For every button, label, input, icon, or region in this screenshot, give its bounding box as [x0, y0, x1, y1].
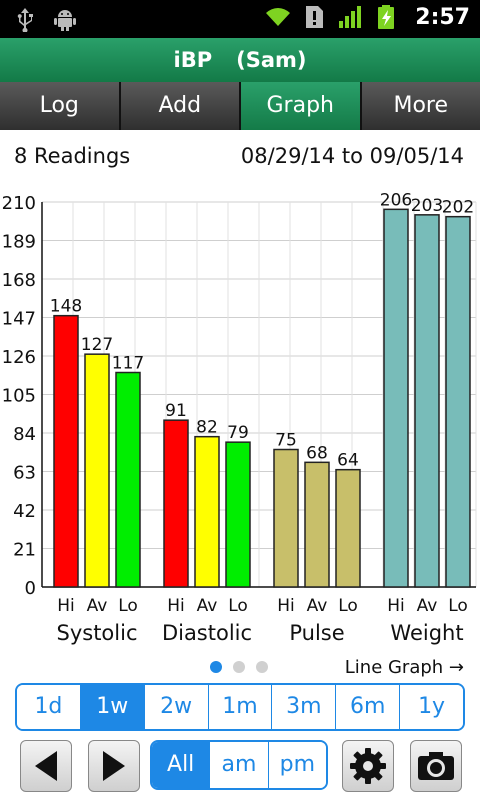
y-tick-label: 168	[2, 270, 36, 291]
title-bar: iBP (Sam)	[0, 38, 480, 82]
bar-label: Hi	[277, 596, 295, 616]
bar-systolic-av	[84, 353, 110, 588]
data-label: 68	[306, 443, 328, 463]
y-tick-label: 147	[2, 309, 36, 330]
y-tick-label: 105	[2, 386, 36, 407]
battery-charging-icon	[378, 5, 395, 29]
bar-label: Av	[307, 596, 328, 616]
tab-graph[interactable]: Graph	[241, 82, 362, 130]
data-label: 117	[112, 354, 144, 374]
bar-weight-lo	[445, 215, 471, 588]
wifi-icon	[266, 8, 291, 27]
signal-icon	[339, 6, 362, 28]
range-1m[interactable]: 1m	[208, 685, 273, 729]
data-label: 79	[227, 423, 249, 443]
page-indicator	[210, 661, 268, 673]
y-tick-label: 42	[13, 501, 36, 522]
data-label: 206	[380, 190, 412, 210]
prev-button[interactable]	[20, 740, 72, 792]
main-tabs: Log Add Graph More	[0, 82, 480, 130]
readings-count: 8 Readings	[14, 144, 131, 168]
bar-diastolic-lo	[225, 441, 251, 588]
tab-add[interactable]: Add	[120, 82, 241, 130]
app-title: iBP	[173, 48, 213, 72]
next-button[interactable]	[88, 740, 140, 792]
bar-label: Hi	[167, 596, 185, 616]
range-1d[interactable]: 1d	[17, 685, 81, 729]
tab-log[interactable]: Log	[0, 82, 121, 130]
data-label: 91	[165, 401, 187, 421]
page-dot-2[interactable]	[233, 661, 245, 673]
bar-label: Av	[197, 596, 218, 616]
page-dot-3[interactable]	[256, 661, 268, 673]
status-bar: 2:57	[0, 0, 480, 38]
data-label: 64	[337, 451, 359, 471]
settings-button[interactable]	[342, 740, 394, 792]
bar-label: Lo	[338, 596, 358, 616]
time-range-selector: 1d 1w 2w 1m 3m 6m 1y	[15, 683, 465, 731]
y-tick-label: 63	[13, 463, 36, 484]
user-name: (Sam)	[236, 48, 307, 72]
filter-am[interactable]: am	[210, 742, 269, 788]
filter-all[interactable]: All	[152, 742, 211, 788]
bar-label: Lo	[118, 596, 138, 616]
bar-systolic-lo	[115, 371, 141, 588]
group-label: Systolic	[57, 621, 138, 645]
gear-icon	[350, 748, 386, 784]
data-label: 127	[81, 335, 113, 355]
y-tick-label: 21	[13, 540, 36, 561]
next-arrow-icon	[103, 751, 125, 781]
alert-icon	[306, 6, 324, 28]
android-debug-icon	[54, 10, 76, 31]
bar-label: Av	[417, 596, 438, 616]
range-1y[interactable]: 1y	[400, 685, 463, 729]
bar-diastolic-hi	[163, 419, 189, 588]
range-1w[interactable]: 1w	[80, 685, 145, 729]
bar-pulse-hi	[273, 448, 299, 588]
bar-label: Lo	[228, 596, 248, 616]
y-tick-label: 84	[13, 424, 36, 445]
group-label: Pulse	[289, 621, 344, 645]
data-label: 82	[196, 418, 218, 438]
range-2w[interactable]: 2w	[144, 685, 209, 729]
bar-chart: 0 21 42 63 84 105 126 147 168 189 210 148 Hi 127 Av 117…	[2, 190, 477, 645]
camera-icon	[418, 752, 454, 780]
filter-pm[interactable]: pm	[268, 742, 326, 788]
data-label: 148	[50, 297, 82, 317]
usb-icon	[17, 8, 33, 32]
time-of-day-selector: All am pm	[150, 740, 328, 790]
group-label: Diastolic	[162, 621, 252, 645]
date-range: 08/29/14 to 09/05/14	[240, 144, 464, 168]
y-tick-label: 0	[25, 578, 36, 599]
clock: 2:57	[415, 4, 470, 30]
bar-weight-hi	[383, 208, 409, 588]
bar-label: Hi	[57, 596, 75, 616]
data-label: 203	[411, 196, 443, 216]
y-tick-label: 210	[2, 193, 36, 214]
bar-weight-av	[414, 214, 440, 588]
prev-arrow-icon	[35, 751, 57, 781]
data-label: 75	[275, 431, 297, 451]
bar-label: Av	[87, 596, 108, 616]
bar-label: Lo	[448, 596, 468, 616]
bar-label: Hi	[387, 596, 405, 616]
camera-button[interactable]	[410, 740, 462, 792]
range-3m[interactable]: 3m	[272, 685, 337, 729]
y-tick-label: 126	[2, 347, 36, 368]
range-6m[interactable]: 6m	[336, 685, 401, 729]
bar-systolic-hi	[53, 314, 79, 588]
data-label: 202	[442, 198, 474, 218]
line-graph-link[interactable]: Line Graph →	[344, 657, 464, 678]
y-tick-label: 189	[2, 232, 36, 253]
bar-pulse-av	[304, 461, 330, 588]
page-dot-1[interactable]	[210, 661, 222, 673]
group-label: Weight	[390, 621, 463, 645]
bar-pulse-lo	[335, 468, 361, 588]
bar-diastolic-av	[194, 435, 220, 588]
tab-more[interactable]: More	[361, 82, 480, 130]
